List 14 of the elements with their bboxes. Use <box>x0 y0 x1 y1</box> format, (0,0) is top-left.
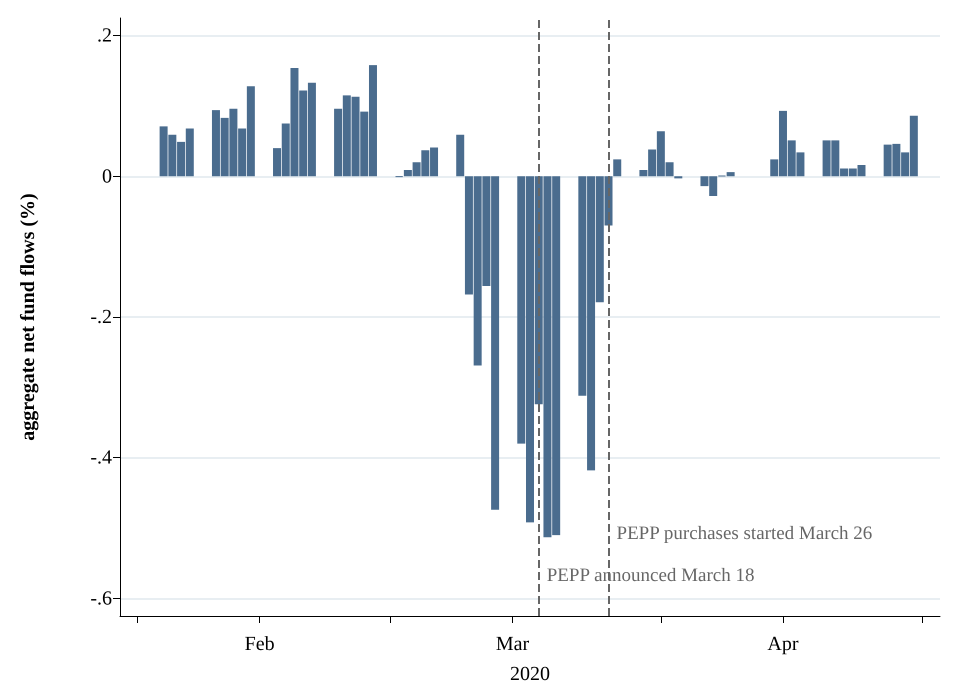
ref-line-label: PEPP purchases started March 26 <box>616 523 872 544</box>
y-tick-label: 0 <box>102 165 112 188</box>
x-tick-label: Apr <box>767 633 799 655</box>
y-tick-label: -.2 <box>90 306 112 328</box>
bar <box>456 134 464 176</box>
x-tick-label: Mar <box>496 633 530 655</box>
x-tick-label: Feb <box>244 633 275 655</box>
y-tick-label: .2 <box>97 24 112 47</box>
x-axis-title: 2020 <box>510 663 550 685</box>
y-axis-title: aggregate net fund flows (%) <box>17 193 39 441</box>
y-tick-label: -.4 <box>90 446 112 469</box>
ref-line-label: PEPP announced March 18 <box>546 565 754 586</box>
bar <box>613 159 622 176</box>
y-tick-label: -.6 <box>90 587 112 610</box>
